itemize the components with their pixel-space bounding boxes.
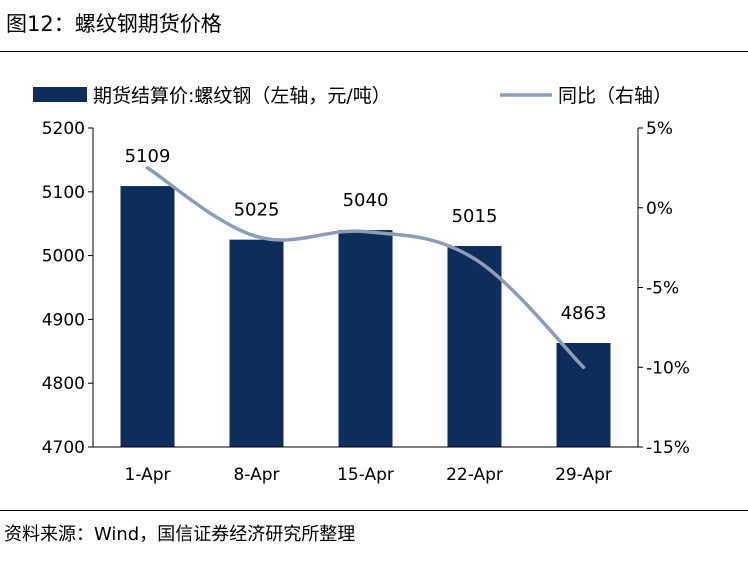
figure-title: 图12：螺纹钢期货价格 — [6, 12, 222, 36]
left-axis-tick-label: 4800 — [42, 374, 85, 394]
source-divider — [0, 510, 748, 511]
x-axis-tick-label: 1-Apr — [125, 465, 171, 485]
left-axis-tick-label: 5200 — [42, 119, 85, 139]
left-axis-tick-label: 4900 — [42, 310, 85, 330]
x-axis-tick-label: 22-Apr — [446, 465, 503, 485]
right-axis-tick-label: 5% — [646, 119, 673, 139]
x-axis-tick-label: 15-Apr — [337, 465, 394, 485]
legend-swatch-settlement-price — [33, 87, 87, 102]
bar-settlement-price — [447, 246, 502, 447]
bar-data-label: 4863 — [561, 303, 607, 324]
left-axis-tick-label: 5100 — [42, 183, 85, 203]
bar-settlement-price — [120, 186, 175, 448]
x-axis-tick-label: 8-Apr — [234, 465, 280, 485]
bar-data-label: 5109 — [125, 146, 171, 167]
right-axis-tick-label: -10% — [646, 358, 690, 378]
bar-settlement-price — [338, 230, 393, 447]
bar-data-label: 5025 — [234, 200, 280, 221]
figure-source: 资料来源：Wind，国信证券经济研究所整理 — [4, 524, 356, 545]
bar-settlement-price — [229, 239, 284, 447]
legend-label-settlement-price: 期货结算价:螺纹钢（左轴，元/吨） — [93, 85, 391, 107]
legend-label-yoy: 同比（右轴） — [558, 85, 672, 107]
bar-settlement-price — [556, 343, 611, 447]
right-axis-tick-label: -5% — [646, 279, 679, 299]
left-axis-tick-label: 5000 — [42, 247, 85, 267]
line-yoy — [145, 166, 586, 369]
chart: 期货结算价:螺纹钢（左轴，元/吨） 同比（右轴） 4700 4800 4900 5000 5… — [33, 85, 690, 485]
left-axis-tick-label: 4700 — [42, 438, 85, 458]
x-axis-tick-label: 29-Apr — [555, 465, 612, 485]
bar-data-label: 5040 — [343, 190, 389, 211]
right-axis-tick-label: -15% — [646, 438, 690, 458]
bar-data-label: 5015 — [452, 206, 498, 227]
right-axis-tick-label: 0% — [646, 199, 673, 219]
title-divider — [0, 51, 748, 52]
